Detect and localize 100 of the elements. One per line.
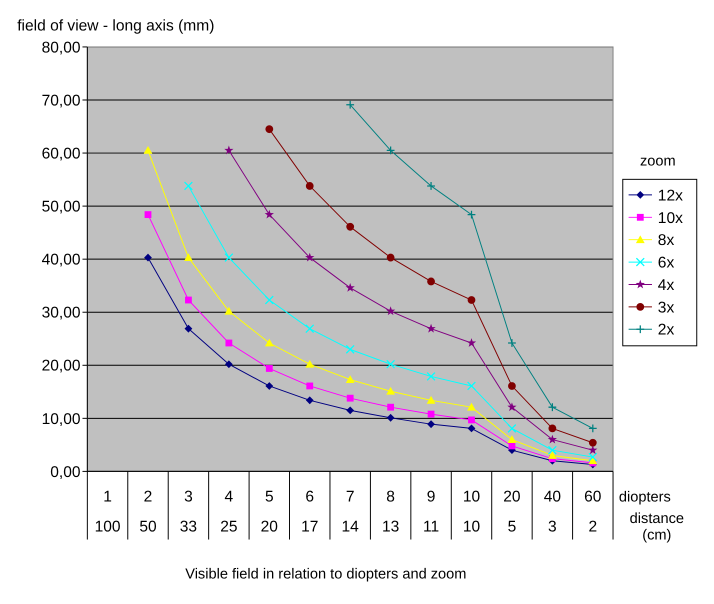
text: 17	[301, 518, 318, 536]
point	[548, 402, 557, 412]
y-tick-label: 20,00	[42, 358, 81, 375]
point	[224, 306, 234, 315]
point	[548, 451, 557, 459]
x-tick-label: 7	[346, 488, 355, 506]
point	[426, 372, 436, 381]
text: 5	[508, 518, 516, 536]
x-tick-label: 6	[305, 488, 314, 506]
point	[306, 382, 314, 390]
text: 13	[382, 518, 400, 536]
point	[305, 324, 314, 334]
point	[507, 338, 516, 348]
point	[507, 424, 516, 433]
point	[346, 100, 355, 110]
text: 14	[342, 518, 360, 536]
legend-label: 8x	[658, 232, 674, 250]
y-tick-label: 70,00	[42, 92, 81, 110]
point	[588, 424, 598, 433]
point	[468, 416, 475, 424]
point	[305, 360, 314, 368]
point	[305, 252, 314, 262]
point	[386, 360, 396, 369]
legend-label: 4x	[658, 276, 674, 294]
x-tick-label: 1	[103, 488, 112, 506]
point	[184, 181, 193, 190]
point	[548, 434, 558, 444]
point	[427, 278, 435, 286]
point	[346, 222, 354, 231]
y-tick-label: 40,00	[42, 252, 81, 269]
point	[426, 396, 436, 404]
point	[306, 396, 314, 404]
point	[144, 211, 152, 218]
point	[548, 446, 557, 455]
point	[346, 406, 354, 414]
point	[346, 394, 354, 402]
point	[466, 210, 476, 220]
point	[346, 375, 355, 384]
point	[264, 210, 274, 219]
text: 20	[260, 518, 278, 536]
point	[386, 254, 395, 262]
point	[508, 382, 516, 390]
point	[224, 146, 234, 154]
text: Visible field in relation to diopters and zoom	[185, 566, 466, 582]
point	[265, 125, 274, 134]
legend-title: zoom	[640, 154, 676, 170]
point	[264, 338, 274, 346]
point	[468, 296, 476, 304]
point	[588, 452, 598, 462]
y-tick-label: 50,00	[42, 198, 81, 216]
y-tick-label: 60,00	[42, 146, 81, 163]
point	[508, 435, 516, 443]
x-tick-label: 9	[426, 488, 436, 506]
point	[386, 386, 396, 395]
point	[466, 338, 476, 347]
legend-label: 6x	[658, 254, 674, 272]
text: 10	[462, 518, 480, 536]
x-tick-label: 40	[544, 488, 562, 506]
point	[184, 324, 192, 333]
text: 11	[422, 518, 440, 536]
point	[427, 420, 435, 428]
point	[224, 253, 234, 262]
x-tick-label: 4	[224, 488, 234, 506]
x-tick-label: 60	[584, 488, 602, 506]
point	[588, 438, 597, 447]
point	[144, 254, 152, 262]
text: 25	[220, 518, 238, 536]
point	[386, 306, 396, 316]
x-tick-label: 5	[264, 488, 274, 506]
point	[346, 344, 355, 354]
text: 2	[588, 518, 598, 536]
y-tick-label: 80,00	[42, 39, 81, 56]
point	[386, 146, 396, 155]
y-tick-label: 10,00	[42, 410, 81, 428]
point	[185, 296, 192, 304]
x-tick-label: 8	[386, 488, 395, 506]
point	[507, 402, 517, 412]
legend-label: 10x	[658, 210, 684, 227]
point	[467, 402, 476, 411]
point	[346, 282, 355, 292]
legend-label: 12x	[658, 187, 684, 204]
x-axis-title: diopters	[618, 490, 671, 506]
text: 3	[548, 518, 557, 536]
point	[426, 324, 436, 333]
text: distance (cm)	[630, 510, 684, 544]
point	[548, 424, 556, 432]
point	[466, 381, 476, 390]
point	[264, 295, 274, 305]
point	[144, 146, 152, 154]
point	[224, 360, 233, 368]
x-tick-label: 2	[144, 488, 152, 506]
point	[265, 382, 274, 390]
x-tick-label: 3	[184, 488, 193, 506]
point	[426, 181, 436, 190]
text: 50	[139, 518, 157, 536]
x-tick-label: 20	[503, 488, 521, 506]
y-axis-title: field of view - long axis (mm)	[17, 17, 214, 34]
text: 33	[180, 518, 198, 536]
text: 100	[94, 518, 121, 536]
y-tick-label: 30,00	[42, 304, 81, 322]
